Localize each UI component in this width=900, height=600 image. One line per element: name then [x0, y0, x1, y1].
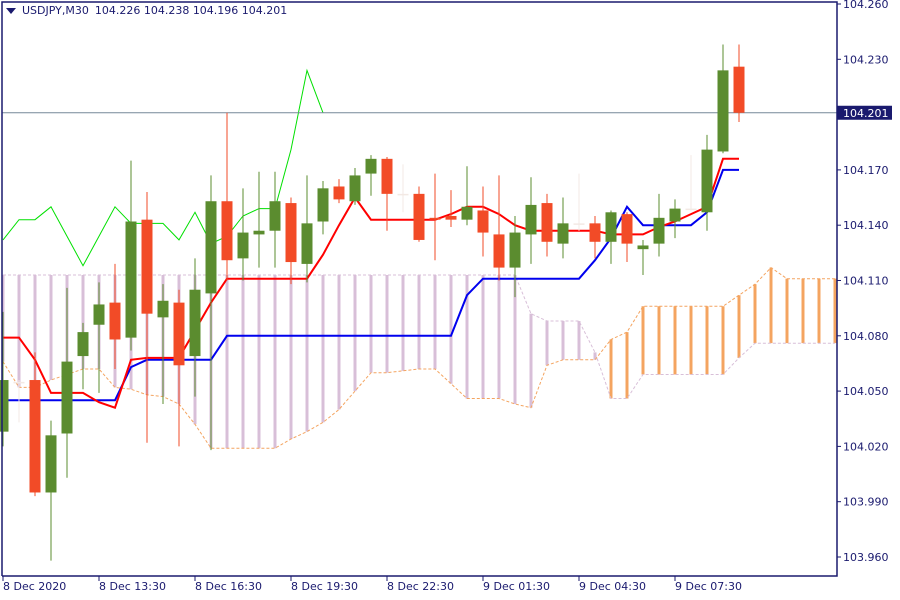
bull-candle: [605, 212, 617, 242]
x-tick-label: 8 Dec 19:30: [291, 580, 358, 593]
bull-candle: [461, 206, 473, 220]
bear-candle: [621, 214, 633, 244]
senkou-span-b-line: [3, 274, 835, 399]
current-price-label: 104.201: [843, 107, 889, 120]
y-tick-label: 104.230: [843, 53, 889, 66]
bull-candle: [349, 175, 361, 202]
bear-candle: [173, 302, 185, 366]
doji-candle: [13, 381, 25, 384]
y-tick-label: 103.960: [843, 551, 889, 564]
bull-candle: [269, 201, 281, 231]
bull-candle: [189, 289, 201, 357]
bull-candle: [237, 232, 249, 259]
bear-candle: [493, 234, 505, 268]
x-tick-label: 9 Dec 01:30: [483, 580, 550, 593]
bull-candle: [45, 435, 57, 493]
y-tick-label: 104.020: [843, 440, 889, 453]
bull-candle: [717, 70, 729, 152]
candles: [0, 44, 745, 561]
bull-candle: [93, 304, 105, 325]
bull-candle: [509, 232, 521, 268]
bear-candle: [589, 223, 601, 242]
bull-candle: [205, 201, 217, 294]
bear-candle: [141, 219, 153, 314]
bear-candle: [285, 203, 297, 263]
y-tick-label: 104.080: [843, 330, 889, 343]
x-tick-label: 8 Dec 22:30: [387, 580, 454, 593]
bear-candle: [413, 193, 425, 240]
chart-frame: [1, 1, 838, 577]
bear-candle: [445, 215, 457, 220]
bull-candle: [0, 380, 9, 432]
bull-candle: [653, 217, 665, 244]
bear-candle: [733, 66, 745, 113]
y-tick-label: 104.140: [843, 219, 889, 232]
bull-candle: [61, 361, 73, 434]
bull-candle: [301, 223, 313, 264]
bull-candle: [701, 149, 713, 213]
y-tick-label: 104.050: [843, 385, 889, 398]
bear-candle: [381, 158, 393, 194]
bull-candle: [637, 245, 649, 250]
x-tick-label: 8 Dec 13:30: [99, 580, 166, 593]
x-tick-label: 9 Dec 04:30: [579, 580, 646, 593]
doji-candle: [573, 223, 585, 225]
ohlc-values: 104.226 104.238 104.196 104.201: [94, 4, 288, 17]
bear-candle: [221, 201, 233, 261]
bull-candle: [157, 300, 169, 318]
bull-candle: [253, 230, 265, 235]
bull-candle: [557, 223, 569, 244]
bear-candle: [29, 380, 41, 493]
bull-candle: [77, 332, 89, 357]
bull-candle: [125, 221, 137, 338]
bear-candle: [109, 302, 121, 340]
y-tick-label: 103.990: [843, 496, 889, 509]
x-tick-label: 9 Dec 07:30: [675, 580, 742, 593]
bull-candle: [365, 158, 377, 174]
chart-header: USDJPY,M30 104.226 104.238 104.196 104.2…: [6, 4, 287, 17]
bear-candle: [477, 210, 489, 233]
current-price-label-bg: [837, 105, 892, 120]
bull-candle: [525, 204, 537, 235]
y-tick-label: 104.260: [843, 0, 889, 11]
y-tick-label: 104.170: [843, 164, 889, 177]
x-tick-label: 8 Dec 2020: [3, 580, 66, 593]
doji-candle: [397, 193, 409, 196]
bear-candle: [429, 217, 441, 220]
dropdown-triangle-icon[interactable]: [6, 7, 16, 14]
axes: 104.260 104.230 104.170 104.140 104.110 104.0…: [1, 0, 892, 593]
y-tick-label: 104.110: [843, 274, 889, 287]
senkou-span-a-line: [2, 266, 835, 449]
bull-candle: [669, 208, 681, 222]
doji-candle: [685, 208, 697, 211]
bear-candle: [541, 203, 553, 242]
bull-candle: [317, 188, 329, 222]
x-tick-label: 8 Dec 16:30: [195, 580, 262, 593]
bear-candle: [333, 186, 345, 200]
symbol-timeframe: USDJPY,M30: [22, 4, 89, 17]
